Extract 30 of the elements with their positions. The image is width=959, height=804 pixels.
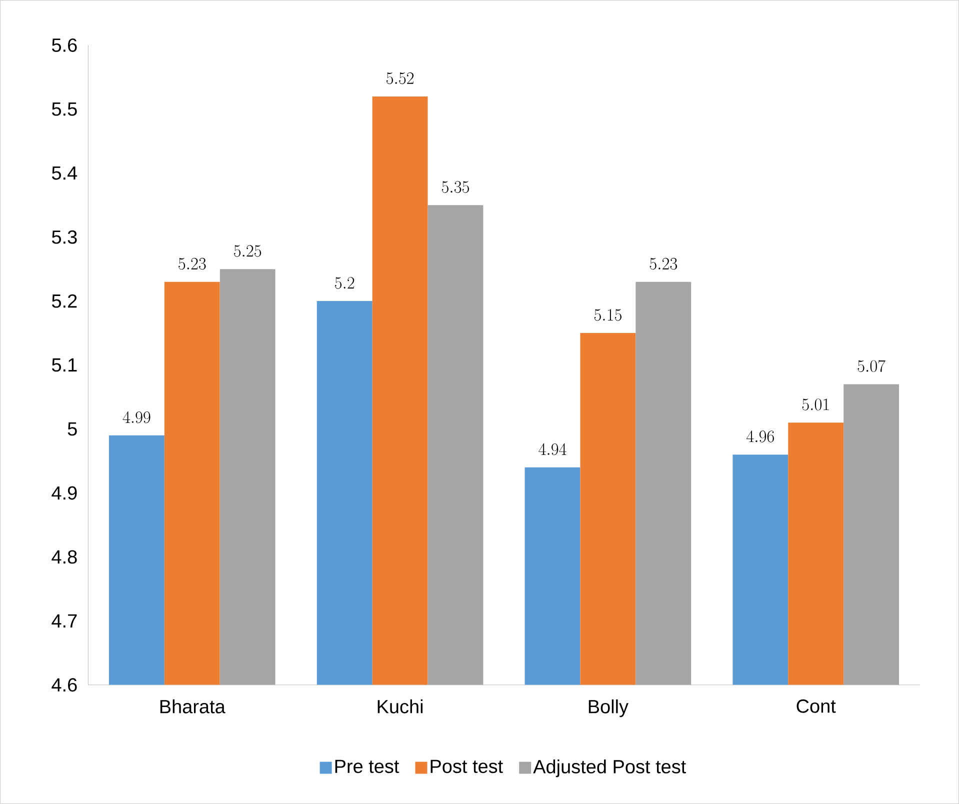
data-label: 5.35 <box>442 181 469 193</box>
y-tick-label: 5.5 <box>52 102 77 116</box>
data-label: 5.52 <box>386 72 414 84</box>
data-label: 4.94 <box>538 443 566 456</box>
y-tick-label: 5.3 <box>52 230 77 244</box>
legend-label: Adjusted Post test <box>533 759 686 778</box>
y-tick-label: 5.4 <box>52 166 78 180</box>
data-label: 5. 15 <box>594 309 622 321</box>
y-tick-label: 4.8 <box>52 550 77 564</box>
y-tick-label: 4.9 <box>52 486 77 500</box>
y-tick-label: 5.1 <box>52 358 77 372</box>
data-label: 5.01 <box>802 398 829 410</box>
y-tick-label: 5 <box>68 422 77 436</box>
y-tick-label: 4.6 <box>52 678 77 692</box>
data-label: 5.23 <box>650 258 678 270</box>
legend-label: Pre test <box>335 760 400 774</box>
data-label: 5.07 <box>858 360 886 372</box>
y-tick-label: 4.7 <box>52 614 77 628</box>
x-tick-label: Bharata <box>160 699 226 714</box>
x-tick-label: Kuchi <box>378 699 422 714</box>
y-tick-label: 5.6 <box>52 38 77 52</box>
y-tick-label: 5.2 <box>52 294 77 308</box>
data-label: 4.96 <box>746 430 774 442</box>
data-label: 5.2 <box>335 277 354 289</box>
legend-label: Post test <box>430 760 503 774</box>
data-label: 5.25 <box>234 245 262 257</box>
x-tick-label: Bolly <box>588 699 628 718</box>
x-tick-label: Cont <box>796 699 836 713</box>
data-label: 5.23 <box>178 258 206 270</box>
data-label: 4.99 <box>122 411 150 424</box>
